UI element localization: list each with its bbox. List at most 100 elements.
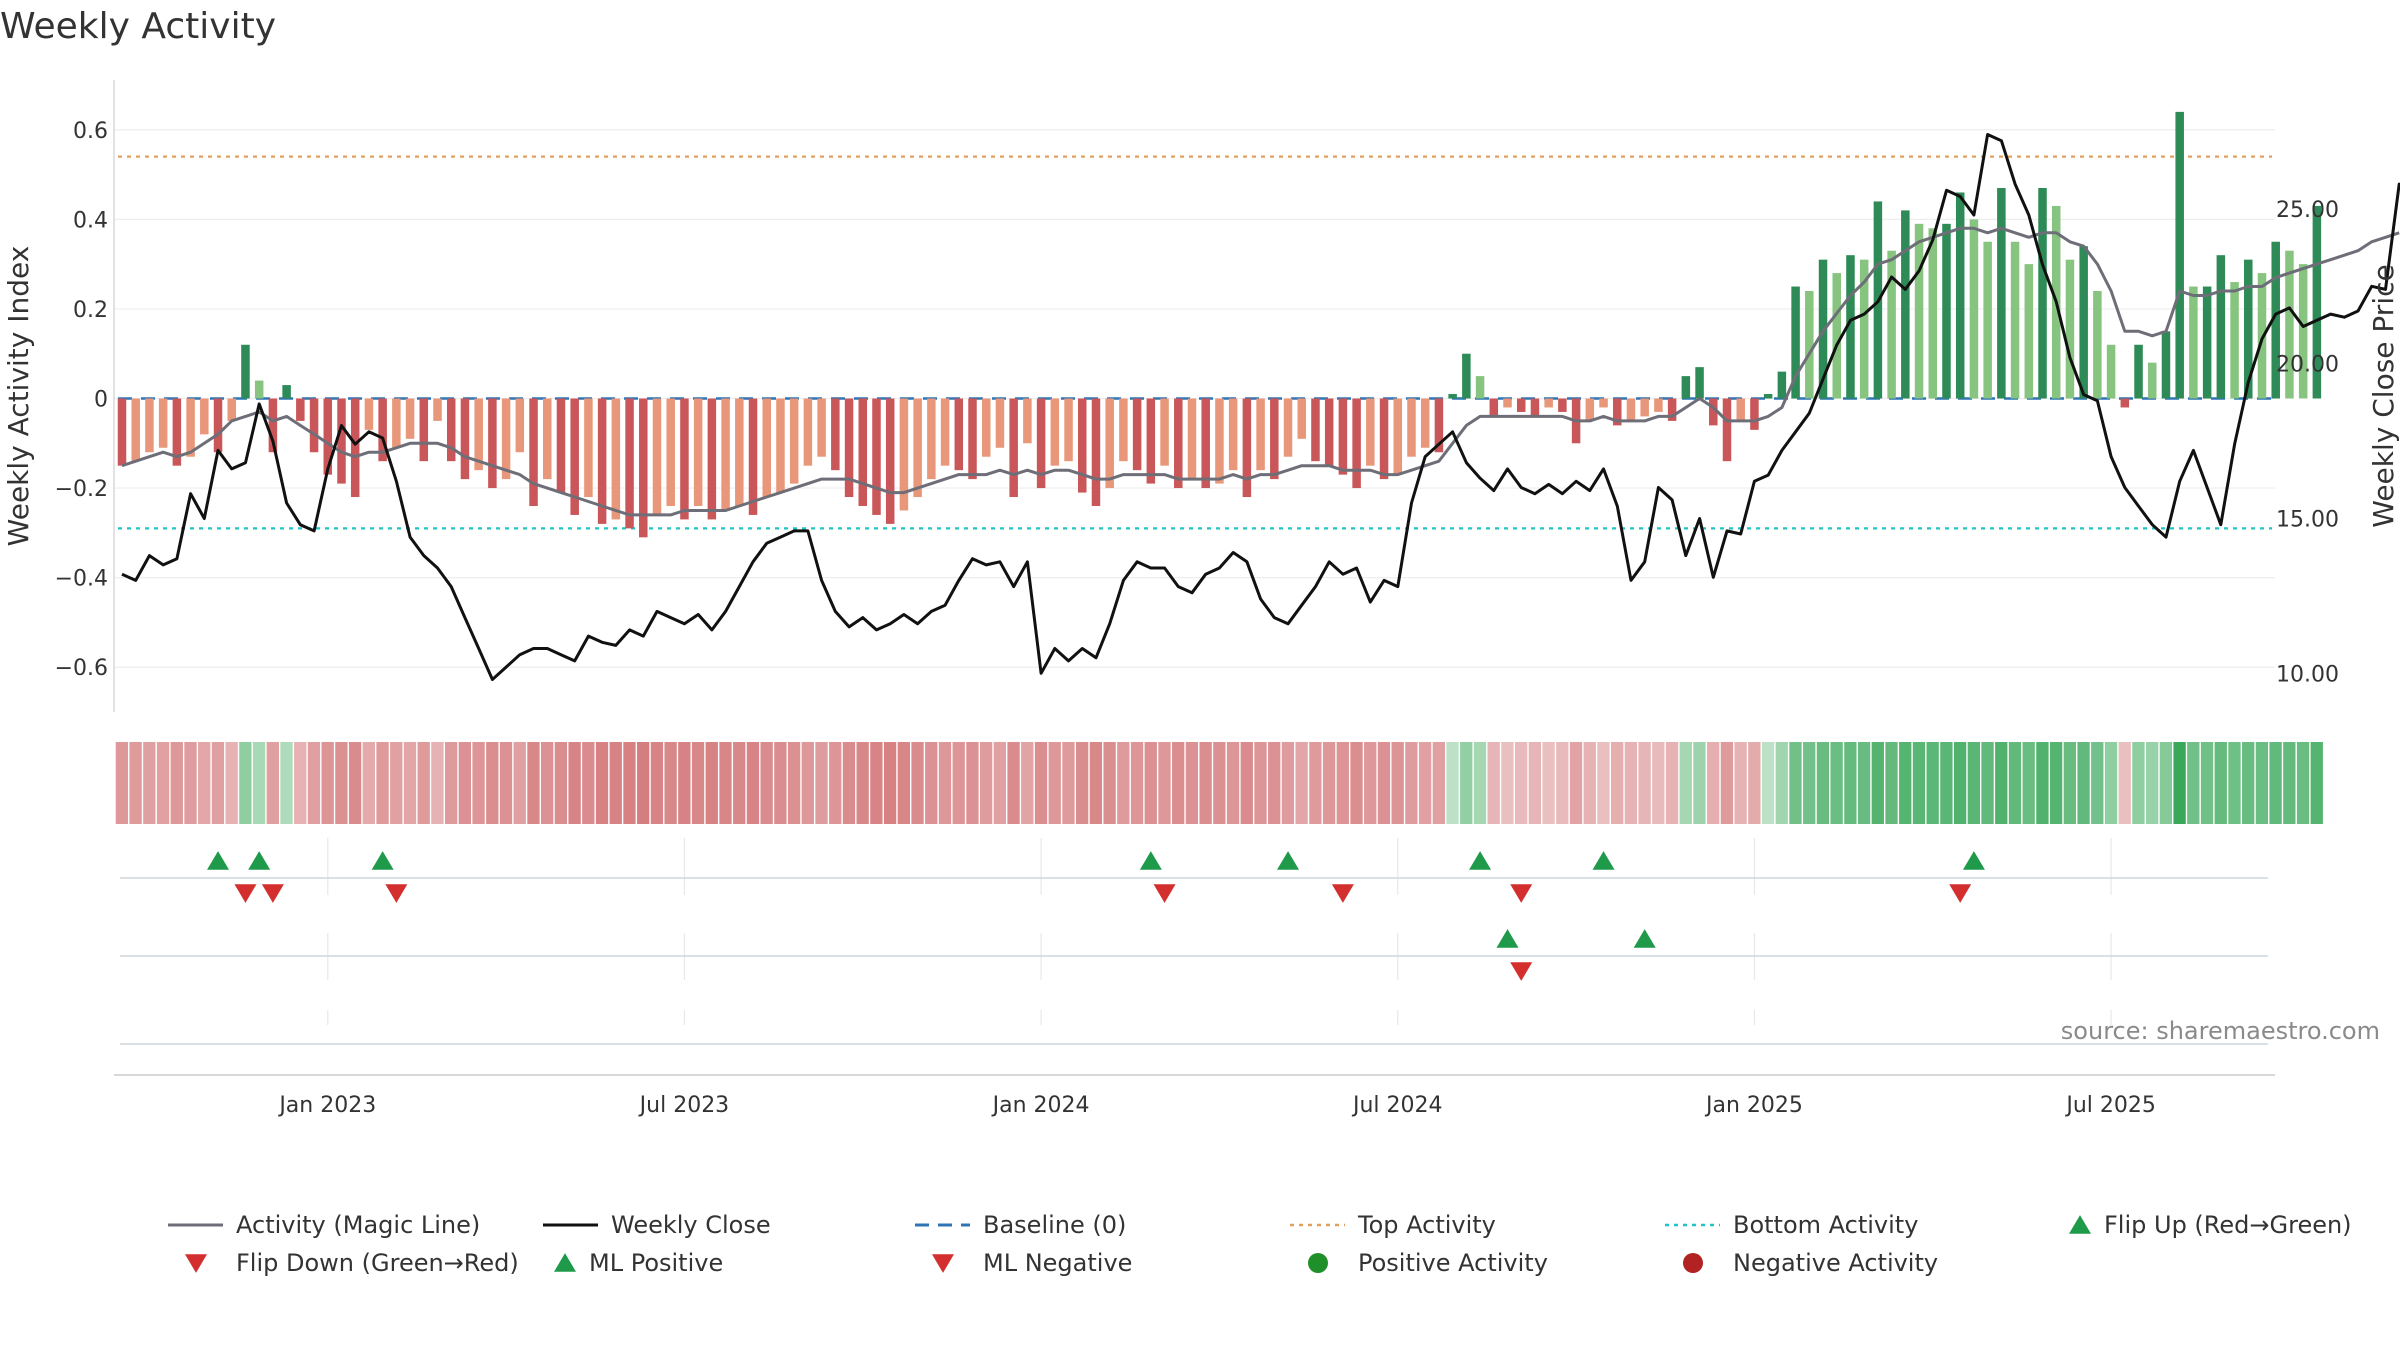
activity-bar (1064, 398, 1073, 462)
activity-bar (529, 398, 538, 506)
heat-cell (870, 742, 883, 824)
y-tick-left: 0.4 (73, 208, 108, 233)
heat-cell (883, 742, 897, 824)
heat-cell (1679, 742, 1692, 824)
heat-cell (1103, 742, 1116, 824)
legend: Activity (Magic Line) Weekly Close Baselin… (168, 1211, 2352, 1277)
activity-bar (501, 398, 511, 480)
legend-label: Negative Activity (1733, 1249, 1938, 1277)
y-tick-left: 0 (94, 388, 108, 413)
heat-cell (527, 742, 540, 824)
heat-cell (2063, 742, 2077, 824)
activity-bar (1626, 398, 1636, 421)
activity-bar (1311, 398, 1320, 462)
activity-bar (2038, 188, 2047, 399)
activity-bar (762, 398, 771, 498)
activity-bar (186, 398, 195, 457)
activity-bar (1530, 398, 1540, 417)
heat-cell (554, 742, 568, 824)
activity-bar (1023, 398, 1032, 444)
heat-cell (1748, 742, 1761, 824)
legend-label: ML Negative (983, 1249, 1132, 1277)
heat-cell (746, 742, 760, 824)
activity-bar (474, 398, 483, 471)
activity-bar (1777, 371, 1787, 399)
heat-cell (938, 742, 952, 824)
activity-bar (1132, 398, 1142, 471)
activity-bar (1228, 398, 1238, 471)
heat-cell (2091, 742, 2104, 824)
heat-cell (911, 742, 924, 824)
heat-cell (2159, 742, 2173, 824)
activity-bar (254, 380, 264, 399)
activity-bar (1805, 291, 1814, 399)
heat-cell (774, 742, 787, 824)
activity-bar (2093, 291, 2102, 399)
activity-bar (323, 398, 333, 475)
activity-bar (337, 398, 346, 484)
heat-cell (2187, 742, 2200, 824)
activity-bar (1366, 398, 1375, 466)
heat-cell (993, 742, 1007, 824)
heat-cell (1569, 742, 1583, 824)
activity-bar (913, 398, 922, 498)
activity-bar (1270, 398, 1279, 480)
activity-bar (1050, 398, 1060, 466)
heat-cell (1336, 742, 1349, 824)
heat-cell (307, 742, 321, 824)
heat-cell (184, 742, 197, 824)
activity-bar (1187, 398, 1197, 480)
activity-bar (1722, 398, 1732, 462)
activity-bar (1352, 398, 1361, 489)
heat-cell (472, 742, 485, 824)
activity-bar (707, 398, 717, 520)
activity-bar (378, 398, 387, 462)
activity-bar (570, 398, 579, 515)
heat-cell (335, 742, 348, 824)
heat-cell (390, 742, 403, 824)
legend-item: Activity (Magic Line) (168, 1211, 480, 1239)
heat-cell (595, 742, 609, 824)
x-tick: Jan 2025 (1704, 1093, 1803, 1118)
activity-bar (2024, 264, 2034, 399)
activity-bar (1448, 394, 1457, 399)
heat-cell (1007, 742, 1020, 824)
heat-cell (198, 742, 211, 824)
heat-cell (225, 742, 238, 824)
heat-cell (678, 742, 691, 824)
heat-cell (239, 742, 252, 824)
legend-label: Weekly Close (611, 1211, 771, 1239)
heat-cell (1048, 742, 1061, 824)
x-tick: Jul 2023 (638, 1093, 730, 1118)
heat-cell (2022, 742, 2035, 824)
activity-bar (1036, 398, 1046, 489)
activity-bar (1324, 398, 1334, 466)
legend-item: Positive Activity (1308, 1249, 1548, 1277)
chart-title: Weekly Activity (0, 6, 276, 47)
activity-bar (1256, 398, 1265, 471)
heat-cell (486, 742, 499, 824)
flip-up-marker (1139, 851, 1162, 870)
heat-cell (1350, 742, 1363, 824)
heat-cell (1871, 742, 1884, 824)
activity-bar (1009, 398, 1018, 498)
activity-bar (158, 398, 168, 448)
activity-bar (1475, 376, 1485, 399)
heat-cell (540, 742, 554, 824)
heat-cell (403, 742, 417, 824)
heat-cell (1734, 742, 1747, 824)
flip-down-marker (1331, 884, 1354, 903)
activity-bar (1091, 398, 1101, 506)
heat-cell (1364, 742, 1377, 824)
activity-bar (1955, 192, 1965, 399)
activity-bar (543, 398, 552, 480)
activity-bar (1736, 398, 1745, 421)
y-tick-right: 25.00 (2276, 198, 2339, 223)
activity-bar (392, 398, 401, 448)
heat-cell (1926, 742, 1939, 824)
activity-bar (1846, 255, 1855, 399)
activity-bar (940, 398, 950, 466)
activity-bar (1599, 398, 1608, 408)
heat-cell (1377, 742, 1391, 824)
heat-cell (1720, 742, 1734, 824)
